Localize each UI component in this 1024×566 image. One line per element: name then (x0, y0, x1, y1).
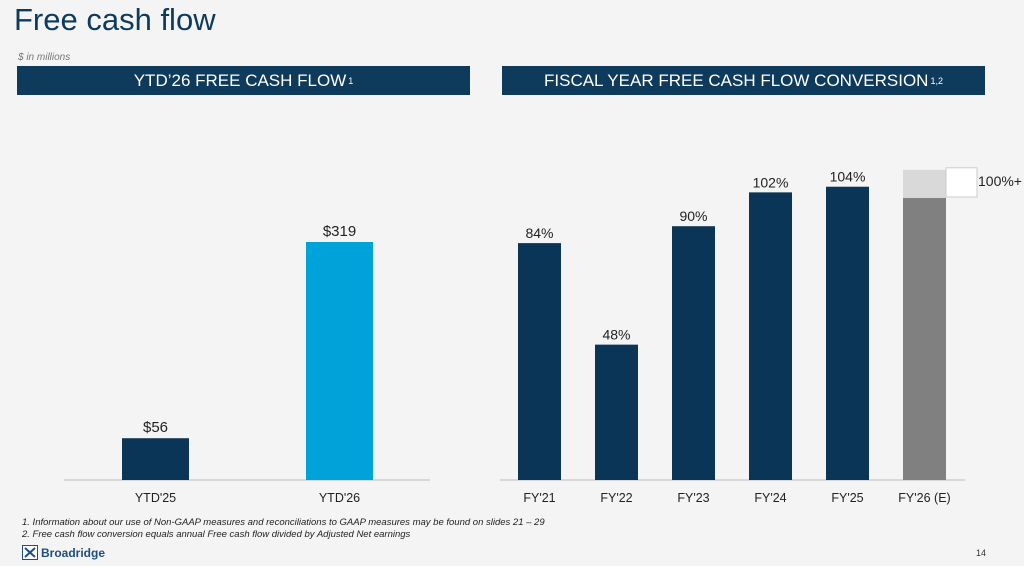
fy-bar (672, 226, 715, 480)
broadridge-logo: Broadridge (22, 545, 105, 560)
ytd-bar (122, 438, 189, 480)
fy-title-text: FISCAL YEAR FREE CASH FLOW CONVERSION (544, 70, 929, 90)
ytd-title-text: YTD’26 FREE CASH FLOW (133, 70, 347, 90)
fy-bar (749, 192, 792, 481)
ytd-bar-label: $319 (323, 223, 356, 240)
fy-category-label: FY'25 (831, 491, 863, 505)
fy-estimate-upside (903, 169, 946, 198)
fy-category-label: FY'22 (600, 491, 632, 505)
fy-bar (595, 344, 638, 480)
fy-estimate-callout-box (945, 167, 978, 198)
fy-bar-label: 84% (525, 225, 553, 241)
fy-bar (518, 243, 561, 480)
ytd-category-label: YTD'26 (319, 491, 360, 505)
ytd-category-label: YTD'25 (135, 491, 176, 505)
ytd-bar-label: $56 (143, 419, 168, 436)
page-number: 14 (975, 548, 986, 558)
fy-bar-label: 104% (830, 169, 866, 185)
fy-category-label: FY'21 (523, 491, 555, 505)
fy-bar (826, 186, 869, 480)
ytd-bar (306, 242, 373, 480)
fy-category-label: FY'24 (754, 491, 786, 505)
fy-category-label: FY'26 (E) (898, 491, 950, 505)
fy-estimate-bar (903, 198, 946, 480)
fy-chart-title: FISCAL YEAR FREE CASH FLOW CONVERSION 1,2 (502, 66, 985, 95)
fy-bar-label: 48% (602, 327, 630, 343)
units-note: $ in millions (18, 52, 71, 63)
ytd-title-sup: 1 (348, 75, 354, 86)
fy-bar-label: 102% (753, 174, 789, 190)
footnote-1: 1. Information about our use of Non-GAAP… (22, 517, 545, 528)
footnote-2: 2. Free cash flow conversion equals annu… (22, 529, 411, 540)
fy-estimate-label: 100%+ (978, 173, 1022, 189)
logo-text: Broadridge (41, 545, 106, 560)
ytd-chart-title: YTD’26 FREE CASH FLOW 1 (17, 66, 470, 95)
fy-title-sup: 1,2 (930, 75, 943, 86)
fy-bar-label: 90% (679, 208, 707, 224)
page-title: Free cash flow (14, 2, 216, 37)
fy-category-label: FY'23 (677, 491, 709, 505)
logo-icon (22, 545, 38, 560)
